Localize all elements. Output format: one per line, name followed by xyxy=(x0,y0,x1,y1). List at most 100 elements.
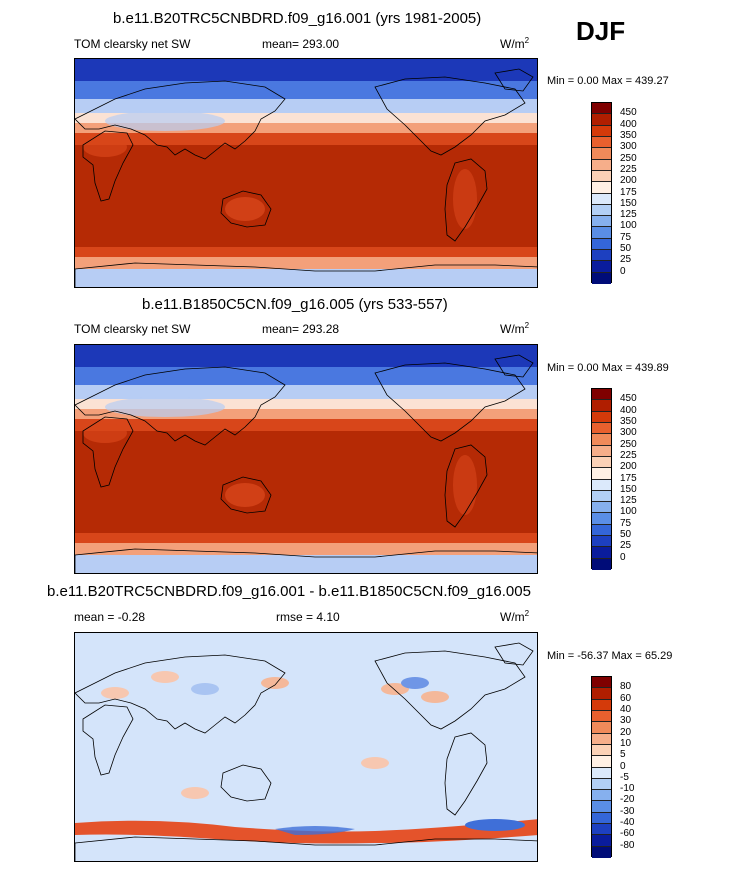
colorbar-tick-label: 75 xyxy=(620,517,632,529)
colorbar-swatch xyxy=(592,524,611,537)
panel-1-minmax: Min = 0.00 Max = 439.27 xyxy=(547,75,669,87)
colorbar-swatch xyxy=(592,445,611,457)
colorbar-tick-label: 225 xyxy=(620,163,637,175)
colorbar-tick-label: 0 xyxy=(620,551,626,563)
colorbar-swatch xyxy=(592,688,611,700)
panel-2-variable: TOM clearsky net SW xyxy=(74,322,191,336)
colorbar-swatch xyxy=(592,699,611,711)
colorbar-tick-label: 300 xyxy=(620,427,637,439)
panel-2-map-field xyxy=(75,345,537,573)
colorbar-swatch xyxy=(592,114,611,126)
colorbar-tick-label: 150 xyxy=(620,483,637,495)
colorbar-swatch xyxy=(592,456,611,469)
colorbar-swatch xyxy=(592,204,611,217)
colorbar-swatch xyxy=(592,227,611,239)
colorbar-tick-label: 125 xyxy=(620,495,637,507)
colorbar-swatch xyxy=(592,846,611,858)
panel-1-map xyxy=(74,58,538,288)
colorbar-tick-label: 200 xyxy=(620,461,637,473)
colorbar-tick-label: 100 xyxy=(620,506,637,518)
panel-1-title: b.e11.B20TRC5CNBDRD.f09_g16.001 (yrs 198… xyxy=(113,10,482,27)
panel-2-title: b.e11.B1850C5CN.f09_g16.005 (yrs 533-557… xyxy=(142,296,448,313)
colorbar-tick-label: 450 xyxy=(620,393,637,405)
colorbar-swatch xyxy=(592,422,611,435)
colorbar-swatch xyxy=(592,389,611,401)
colorbar-tick-label: -10 xyxy=(620,783,635,795)
colorbar-tick-label: 40 xyxy=(620,703,632,715)
panel-3-minmax: Min = -56.37 Max = 65.29 xyxy=(547,650,673,662)
panel-3-units: W/m2 xyxy=(500,609,530,624)
colorbar-swatch xyxy=(592,193,611,205)
colorbar-swatch xyxy=(592,216,611,228)
colorbar-tick-label: 60 xyxy=(620,692,632,704)
colorbar-tick-label: 250 xyxy=(620,438,637,450)
colorbar-swatch xyxy=(592,722,611,734)
colorbar-tick-label: 300 xyxy=(620,141,637,153)
colorbar-swatch xyxy=(592,272,611,284)
panel-2-map xyxy=(74,344,538,574)
colorbar-swatch xyxy=(592,400,611,412)
colorbar-swatch xyxy=(592,756,611,768)
colorbar-tick-label: -40 xyxy=(620,817,635,829)
panel-2-units: W/m2 xyxy=(500,321,530,336)
colorbar-tick-label: -5 xyxy=(620,771,629,783)
colorbar-swatch xyxy=(592,238,611,251)
colorbar-swatch xyxy=(592,547,611,559)
colorbar-tick-label: -60 xyxy=(620,828,635,840)
colorbar-tick-label: 100 xyxy=(620,220,637,232)
colorbar-swatch xyxy=(592,767,611,779)
colorbar-swatch xyxy=(592,778,611,791)
colorbar-swatch xyxy=(592,558,611,570)
colorbar-tick-label: 80 xyxy=(620,681,632,693)
panel-1-colorbar xyxy=(591,102,612,284)
colorbar-swatch xyxy=(592,148,611,160)
colorbar-swatch xyxy=(592,125,611,137)
colorbar-swatch xyxy=(592,801,611,813)
panel-3-map xyxy=(74,632,538,862)
colorbar-tick-label: -80 xyxy=(620,839,635,851)
colorbar-tick-label: 30 xyxy=(620,715,632,727)
colorbar-swatch xyxy=(592,411,611,423)
season-label: DJF xyxy=(576,16,626,46)
colorbar-swatch xyxy=(592,536,611,548)
colorbar-swatch xyxy=(592,182,611,194)
colorbar-swatch xyxy=(592,434,611,446)
colorbar-tick-label: 0 xyxy=(620,265,626,277)
colorbar-tick-label: 350 xyxy=(620,415,637,427)
panel-3-colorbar xyxy=(591,676,612,858)
colorbar-tick-label: -20 xyxy=(620,794,635,806)
colorbar-swatch xyxy=(592,103,611,115)
panel-2-mean: mean= 293.28 xyxy=(262,322,340,336)
colorbar-swatch xyxy=(592,710,611,723)
panel-1-map-field xyxy=(75,59,537,287)
colorbar-swatch xyxy=(592,812,611,825)
colorbar-tick-label: 5 xyxy=(620,749,626,761)
colorbar-tick-label: 50 xyxy=(620,243,632,255)
colorbar-swatch xyxy=(592,479,611,491)
colorbar-swatch xyxy=(592,835,611,847)
colorbar-swatch xyxy=(592,677,611,689)
panel-2-minmax: Min = 0.00 Max = 439.89 xyxy=(547,362,669,374)
colorbar-tick-label: 400 xyxy=(620,404,637,416)
colorbar-tick-label: 20 xyxy=(620,726,632,738)
colorbar-swatch xyxy=(592,502,611,514)
colorbar-swatch xyxy=(592,733,611,745)
colorbar-tick-label: 125 xyxy=(620,209,637,221)
colorbar-swatch xyxy=(592,790,611,802)
colorbar-tick-label: 25 xyxy=(620,254,632,266)
colorbar-swatch xyxy=(592,468,611,480)
colorbar-tick-label: 50 xyxy=(620,529,632,541)
colorbar-tick-label: 0 xyxy=(620,760,626,772)
colorbar-tick-label: 225 xyxy=(620,449,637,461)
colorbar-tick-label: 175 xyxy=(620,186,637,198)
colorbar-tick-label: -30 xyxy=(620,805,635,817)
panel-3-title: b.e11.B20TRC5CNBDRD.f09_g16.001 - b.e11.… xyxy=(47,583,531,600)
panel-3-mean: mean = -0.28 xyxy=(74,610,146,624)
colorbar-tick-label: 150 xyxy=(620,197,637,209)
colorbar-swatch xyxy=(592,136,611,149)
colorbar-swatch xyxy=(592,170,611,183)
panel-1-mean: mean= 293.00 xyxy=(262,37,340,51)
colorbar-swatch xyxy=(592,250,611,262)
panel-3-map-field xyxy=(75,633,537,861)
panel-2-colorbar xyxy=(591,388,612,570)
